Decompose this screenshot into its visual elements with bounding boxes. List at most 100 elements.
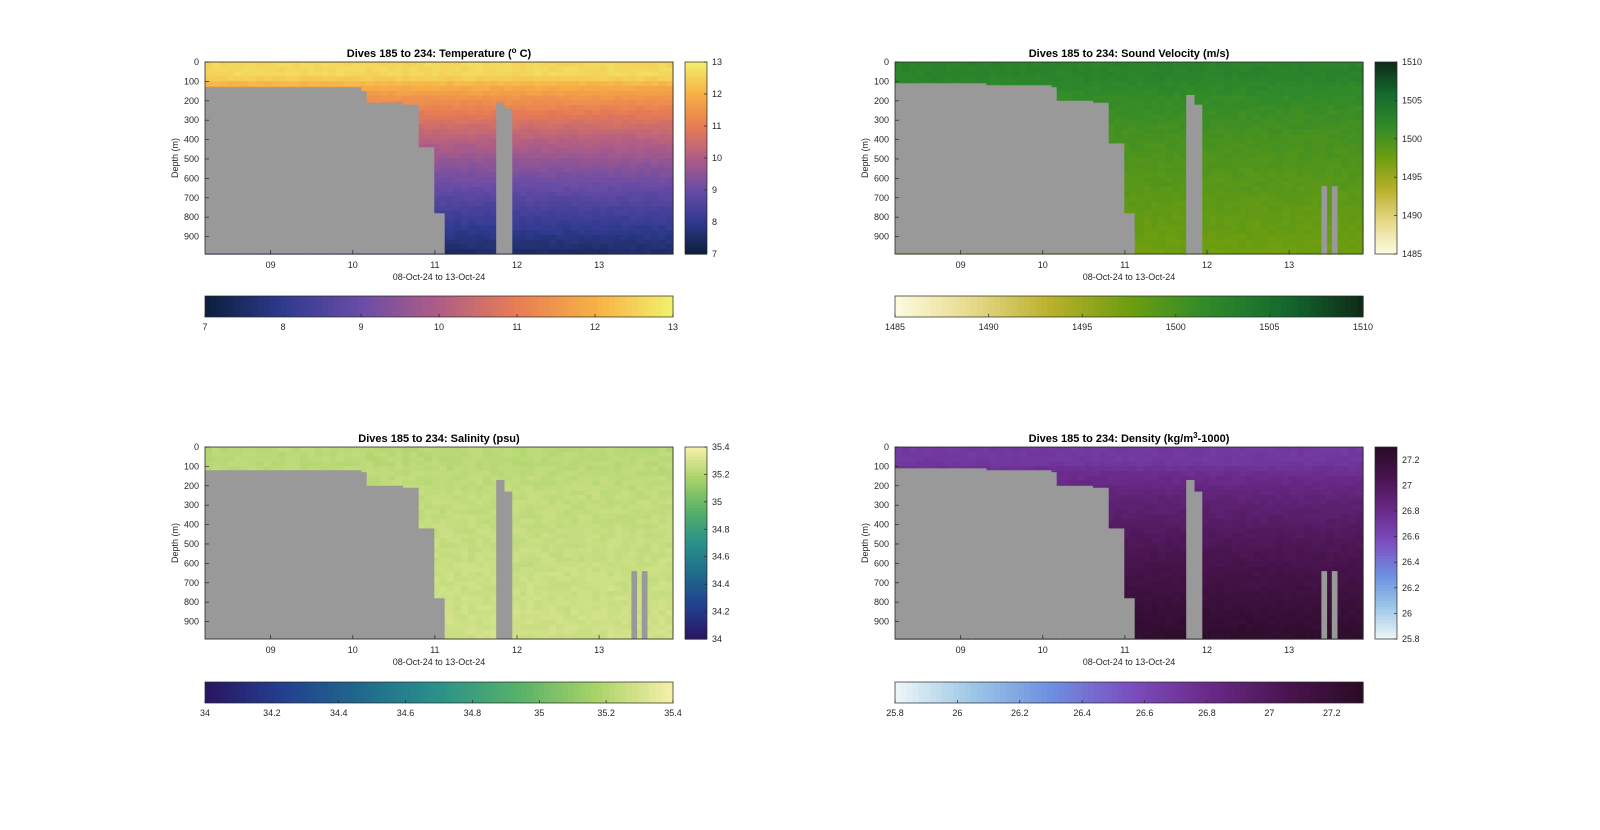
heatmap-cell — [607, 62, 616, 68]
heatmap-cell — [519, 114, 528, 121]
chart-panel-1: Dives 185 to 234: Sound Velocity (m/s)01… — [860, 48, 1422, 332]
heatmap-cell — [1202, 71, 1211, 77]
heatmap-cell — [1238, 134, 1247, 140]
heatmap-cell — [439, 71, 447, 77]
heatmap-cell — [548, 196, 557, 202]
heatmap-cell — [1129, 86, 1137, 92]
heatmap-cell — [1224, 138, 1232, 145]
nodata-region — [433, 213, 437, 254]
heatmap-cell — [643, 110, 652, 116]
heatmap-cell — [402, 86, 411, 92]
heatmap-cell — [1136, 134, 1145, 140]
heatmap-cell — [1143, 225, 1152, 231]
heatmap-cell — [468, 244, 477, 250]
heatmap-cell — [1253, 201, 1262, 207]
heatmap-cell — [1019, 81, 1028, 87]
heatmap-cell — [439, 124, 447, 130]
colorbar-segment — [474, 296, 481, 317]
heatmap-cell — [1231, 90, 1240, 97]
heatmap-cell — [526, 129, 535, 135]
heatmap-cell — [607, 215, 616, 221]
heatmap-cell — [1107, 114, 1115, 121]
heatmap-cell — [1267, 196, 1276, 202]
heatmap-cell — [431, 114, 440, 121]
heatmap-cell — [570, 110, 579, 116]
nodata-region — [358, 87, 362, 255]
heatmap-cell — [1209, 206, 1218, 212]
heatmap-cell — [1019, 71, 1028, 77]
heatmap-cell — [1267, 234, 1276, 241]
heatmap-cell — [614, 148, 623, 154]
heatmap-cell — [409, 76, 418, 82]
heatmap-cell — [1216, 244, 1225, 250]
nodata-region — [231, 87, 235, 255]
colorbar-segment — [222, 296, 229, 317]
heatmap-cell — [938, 62, 947, 68]
heatmap-cell — [1267, 119, 1276, 125]
heatmap-cell — [1224, 81, 1232, 87]
heatmap-cell — [1231, 134, 1240, 140]
heatmap-cell — [439, 134, 447, 140]
heatmap-cell — [1282, 62, 1291, 68]
heatmap-cell — [665, 220, 674, 226]
heatmap-cell — [1099, 81, 1108, 87]
heatmap-cell — [1121, 196, 1130, 202]
heatmap-cell — [1260, 110, 1269, 116]
colorbar-segment — [685, 225, 707, 229]
colorbar-segment — [685, 196, 707, 201]
heatmap-cell — [526, 201, 535, 207]
heatmap-cell — [570, 100, 579, 106]
colorbar-tick-label: 10 — [712, 153, 722, 163]
heatmap-cell — [460, 210, 469, 217]
heatmap-cell — [1085, 62, 1094, 68]
heatmap-cell — [526, 110, 535, 116]
heatmap-cell — [1275, 225, 1284, 231]
heatmap-cell — [570, 90, 579, 97]
nodata-region — [350, 87, 354, 255]
heatmap-cell — [446, 201, 455, 207]
heatmap-cell — [1055, 71, 1064, 77]
nodata-region — [501, 102, 505, 254]
heatmap-cell — [570, 71, 579, 77]
heatmap-cell — [607, 220, 616, 226]
heatmap-cell — [570, 172, 579, 178]
heatmap-cell — [446, 158, 455, 164]
heatmap-cell — [1260, 249, 1269, 255]
heatmap-cell — [1107, 110, 1115, 116]
heatmap-cell — [541, 167, 550, 173]
nodata-region — [361, 91, 365, 254]
heatmap-cell — [1224, 177, 1232, 183]
heatmap-cell — [1267, 230, 1276, 236]
heatmap-cell — [1267, 143, 1276, 149]
heatmap-cell — [1216, 143, 1225, 149]
heatmap-cell — [563, 134, 572, 140]
heatmap-cell — [643, 114, 652, 121]
heatmap-cell — [607, 143, 616, 149]
heatmap-cell — [1077, 62, 1086, 68]
heatmap-cell — [431, 81, 440, 87]
heatmap-cell — [1172, 158, 1181, 164]
heatmap-cell — [636, 129, 645, 135]
heatmap-cell — [526, 167, 535, 173]
heatmap-cell — [1238, 114, 1247, 121]
heatmap-cell — [1077, 81, 1086, 87]
heatmap-cell — [570, 215, 579, 221]
heatmap-cell — [1253, 191, 1262, 197]
heatmap-cell — [577, 239, 586, 245]
heatmap-cell — [1275, 215, 1284, 221]
colorbar-segment — [685, 167, 707, 172]
heatmap-cell — [482, 249, 491, 255]
heatmap-cell — [526, 148, 535, 154]
heatmap-cell — [577, 230, 586, 236]
colorbar-segment — [579, 296, 586, 317]
heatmap-cell — [1267, 191, 1276, 197]
heatmap-cell — [1150, 206, 1159, 212]
heatmap-cell — [1026, 76, 1035, 82]
heatmap-cell — [1150, 81, 1159, 87]
heatmap-cell — [658, 129, 667, 135]
heatmap-cell — [446, 148, 455, 154]
heatmap-cell — [556, 138, 564, 145]
heatmap-cell — [665, 114, 674, 121]
heatmap-cell — [248, 76, 257, 82]
heatmap-cell — [629, 90, 638, 97]
